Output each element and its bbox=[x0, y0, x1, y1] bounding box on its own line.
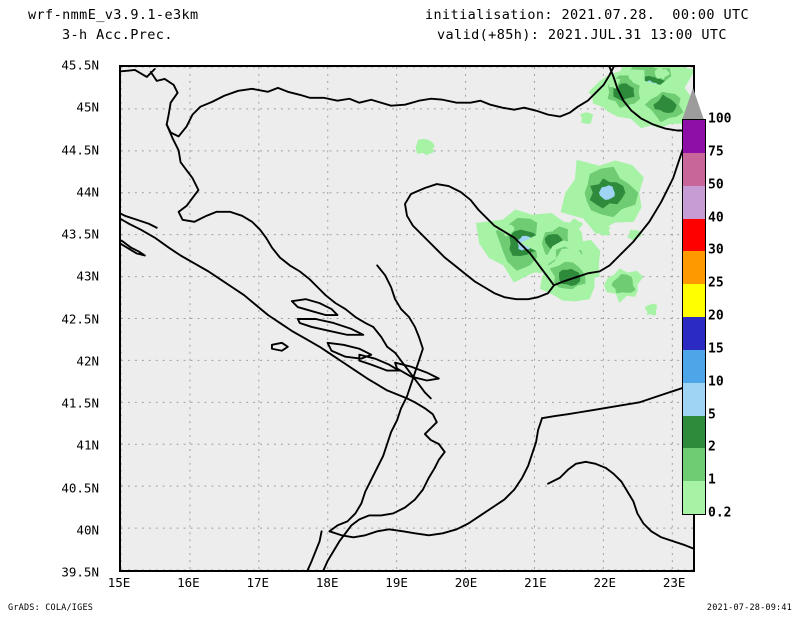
coastline-dalmatia bbox=[121, 218, 416, 404]
border-bulgaria-south bbox=[541, 383, 693, 420]
island-peljesac bbox=[358, 353, 400, 372]
border-croatia-bosnia bbox=[165, 123, 375, 328]
colorbar-tick-label: 10 bbox=[708, 374, 724, 390]
island-vis bbox=[271, 341, 289, 352]
precip-core bbox=[613, 83, 635, 101]
latitude-tick-label: 42N bbox=[76, 353, 99, 369]
precip-speck bbox=[592, 94, 608, 108]
coastline-albania bbox=[322, 466, 436, 570]
colorbar-band bbox=[683, 448, 705, 482]
longitude-tick-label: 15E bbox=[107, 575, 131, 590]
colorbar-band bbox=[683, 382, 705, 416]
latitude-tick-label: 45N bbox=[76, 99, 99, 115]
colorbar-tick-label: 75 bbox=[708, 144, 724, 160]
colorbar-tick-label: 0.2 bbox=[708, 505, 732, 521]
colorbar-band bbox=[683, 120, 705, 154]
latitude-tick-label: 42.5N bbox=[61, 311, 99, 326]
model-title: wrf-nmmE_v3.9.1-e3km bbox=[28, 7, 199, 23]
colorbar-tick-label: 30 bbox=[708, 242, 724, 258]
colorbar-band bbox=[683, 481, 705, 515]
precip-speck bbox=[596, 224, 611, 236]
colorbar-tick-label: 5 bbox=[708, 407, 716, 422]
colorbar-band bbox=[683, 152, 705, 187]
border-danube bbox=[608, 67, 690, 132]
colorbar[interactable] bbox=[682, 119, 706, 515]
colorbar-tick-label: 20 bbox=[708, 308, 724, 324]
precip-speck bbox=[540, 219, 555, 232]
valid-time: valid(+85h): 2021.JUL.31 13:00 UTC bbox=[437, 27, 727, 43]
latitude-tick-label: 41.5N bbox=[61, 395, 99, 411]
coastline-greece-west bbox=[306, 530, 323, 570]
colorbar-tick-label: 100 bbox=[708, 111, 732, 127]
island-dugi-otok bbox=[290, 298, 339, 316]
precip-speck bbox=[421, 144, 435, 156]
colorbar-band bbox=[683, 349, 705, 384]
latitude-tick-label: 43.5N bbox=[61, 226, 99, 242]
colorbar-tick-label: 50 bbox=[708, 177, 724, 193]
colorbar-overflow-arrow bbox=[682, 88, 704, 120]
precip-speck bbox=[628, 71, 642, 83]
initialisation-time: initialisation: 2021.07.28. 00:00 UTC bbox=[425, 7, 750, 23]
longitude-tick-label: 17E bbox=[246, 575, 270, 590]
colorbar-tick-label: 15 bbox=[708, 341, 724, 357]
colorbar-tick-label: 40 bbox=[708, 210, 724, 225]
longitude-tick-label: 16E bbox=[177, 575, 200, 590]
footer-timestamp: 2021-07-28-09:41 bbox=[706, 603, 792, 613]
longitude-tick-label: 22E bbox=[593, 575, 617, 590]
latitude-tick-label: 39.5N bbox=[61, 564, 99, 580]
border-bosnia-serbia bbox=[372, 325, 432, 400]
latitude-tick-label: 44.5N bbox=[61, 142, 99, 157]
precipitation-shading bbox=[415, 67, 693, 316]
precip-core bbox=[653, 94, 677, 114]
latitude-tick-label: 40.5N bbox=[61, 480, 99, 495]
coastline-islet-a bbox=[121, 239, 146, 257]
precip-speck bbox=[567, 218, 583, 230]
border-kosovo bbox=[404, 183, 555, 301]
colorbar-band bbox=[683, 284, 705, 318]
latitude-tick-label: 41N bbox=[76, 437, 99, 453]
colorbar-band bbox=[683, 185, 705, 219]
field-title: 3-h Acc.Prec. bbox=[62, 27, 173, 43]
colorbar-band bbox=[683, 317, 705, 351]
latitude-tick-label: 45.5N bbox=[61, 57, 99, 73]
longitude-tick-label: 21E bbox=[524, 575, 547, 590]
colorbar-tick-label: 1 bbox=[708, 472, 716, 488]
longitude-tick-label: 18E bbox=[315, 575, 339, 590]
footer-credit: GrADS: COLA/IGES bbox=[8, 603, 94, 613]
border-macedonia bbox=[328, 417, 543, 539]
border-serbia-bulgaria bbox=[553, 119, 693, 287]
colorbar-tick-label: 25 bbox=[708, 275, 724, 291]
precip-speck bbox=[636, 107, 653, 119]
precip-speck bbox=[654, 67, 670, 80]
coastline-istria bbox=[121, 212, 158, 229]
precip-speck bbox=[530, 263, 545, 274]
gridlines bbox=[121, 67, 693, 570]
precip-speck bbox=[644, 303, 657, 316]
colorbar-tick-label: 2 bbox=[708, 439, 716, 455]
border-greece-north bbox=[547, 460, 693, 550]
precip-mid bbox=[611, 274, 636, 294]
colorbar-band bbox=[683, 251, 705, 285]
latitude-tick-label: 43N bbox=[76, 268, 99, 284]
precip-speck bbox=[627, 229, 642, 241]
longitude-tick-label: 23E bbox=[662, 575, 686, 590]
map-plot-area bbox=[119, 65, 695, 572]
border-serbia-west bbox=[328, 264, 424, 533]
coastlines-and-borders bbox=[121, 67, 693, 570]
longitude-tick-label: 19E bbox=[385, 575, 408, 590]
precip-speck bbox=[579, 112, 594, 124]
precip-peak bbox=[598, 185, 615, 200]
latitude-tick-label: 44N bbox=[76, 184, 99, 200]
border-north bbox=[121, 67, 615, 138]
colorbar-band bbox=[683, 218, 705, 252]
precip-speck bbox=[667, 76, 682, 89]
latitude-tick-label: 40N bbox=[76, 522, 99, 538]
coastline-montenegro bbox=[414, 401, 446, 469]
longitude-tick-label: 20E bbox=[454, 575, 478, 590]
colorbar-band bbox=[683, 415, 705, 449]
precip-speck bbox=[498, 224, 515, 237]
island-brac bbox=[296, 318, 365, 336]
